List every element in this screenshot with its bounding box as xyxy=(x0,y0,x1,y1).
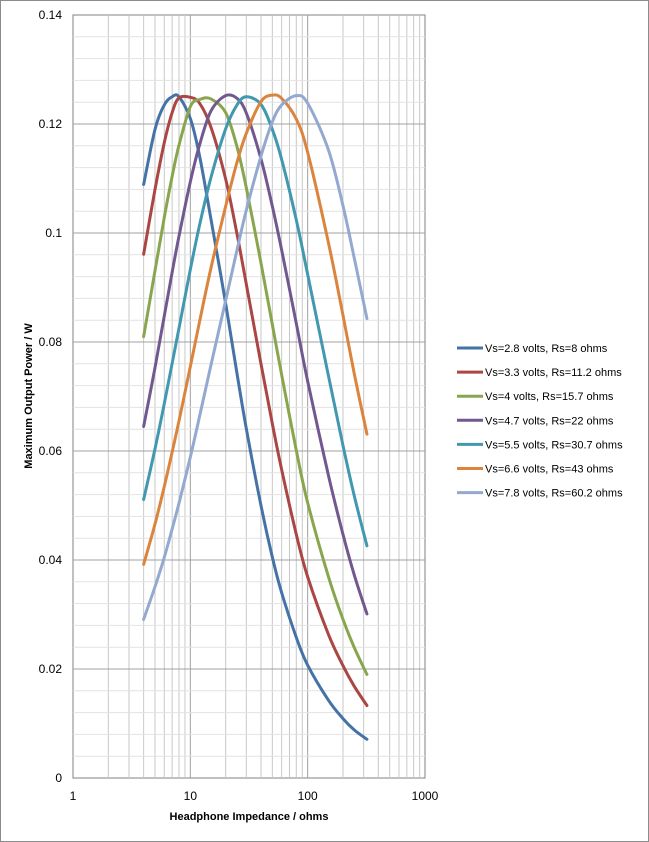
series-line-5 xyxy=(142,95,369,548)
legend-label: Vs=4.7 volts, Rs=22 ohms xyxy=(485,415,614,427)
y-tick-label: 0.1 xyxy=(45,226,62,240)
gridlines xyxy=(73,15,425,778)
x-tick-label: 1 xyxy=(70,789,77,803)
x-tick-label: 100 xyxy=(298,789,318,803)
series-line-4 xyxy=(142,93,369,616)
y-axis-title: Maximum Output Power / W xyxy=(23,323,35,469)
x-axis-tick-labels: 1 10 100 1000 xyxy=(70,789,439,803)
y-tick-label: 0.04 xyxy=(39,553,63,567)
legend-label: Vs=4 volts, Rs=15.7 ohms xyxy=(485,391,614,403)
legend-label: Vs=2.8 volts, Rs=8 ohms xyxy=(485,343,608,355)
plot-area xyxy=(72,14,426,779)
series-line-7 xyxy=(142,93,369,621)
y-tick-label: 0.06 xyxy=(39,444,63,458)
y-tick-label: 0.02 xyxy=(39,662,63,676)
legend-label: Vs=7.8 volts, Rs=60.2 ohms xyxy=(485,488,623,500)
legend: Vs=2.8 volts, Rs=8 ohms Vs=3.3 volts, Rs=… xyxy=(457,343,623,500)
series-line-1 xyxy=(142,93,369,741)
x-tick-label: 1000 xyxy=(412,789,439,803)
y-tick-label: 0 xyxy=(55,771,62,785)
series-lines xyxy=(142,93,369,741)
x-tick-label: 10 xyxy=(184,789,198,803)
y-tick-label: 0.12 xyxy=(39,117,63,131)
legend-label: Vs=5.5 volts, Rs=30.7 ohms xyxy=(485,439,623,451)
series-line-2 xyxy=(142,94,369,708)
series-line-6 xyxy=(142,93,369,566)
y-tick-label: 0.14 xyxy=(39,8,63,22)
series-line-3 xyxy=(142,96,369,676)
legend-label: Vs=6.6 volts, Rs=43 ohms xyxy=(485,464,614,476)
x-axis-title: Headphone Impedance / ohms xyxy=(170,811,329,823)
y-tick-label: 0.08 xyxy=(39,335,63,349)
legend-label: Vs=3.3 volts, Rs=11.2 ohms xyxy=(485,367,622,379)
y-axis-tick-labels: 0 0.02 0.04 0.06 0.08 0.1 0.12 0.14 xyxy=(39,8,63,785)
